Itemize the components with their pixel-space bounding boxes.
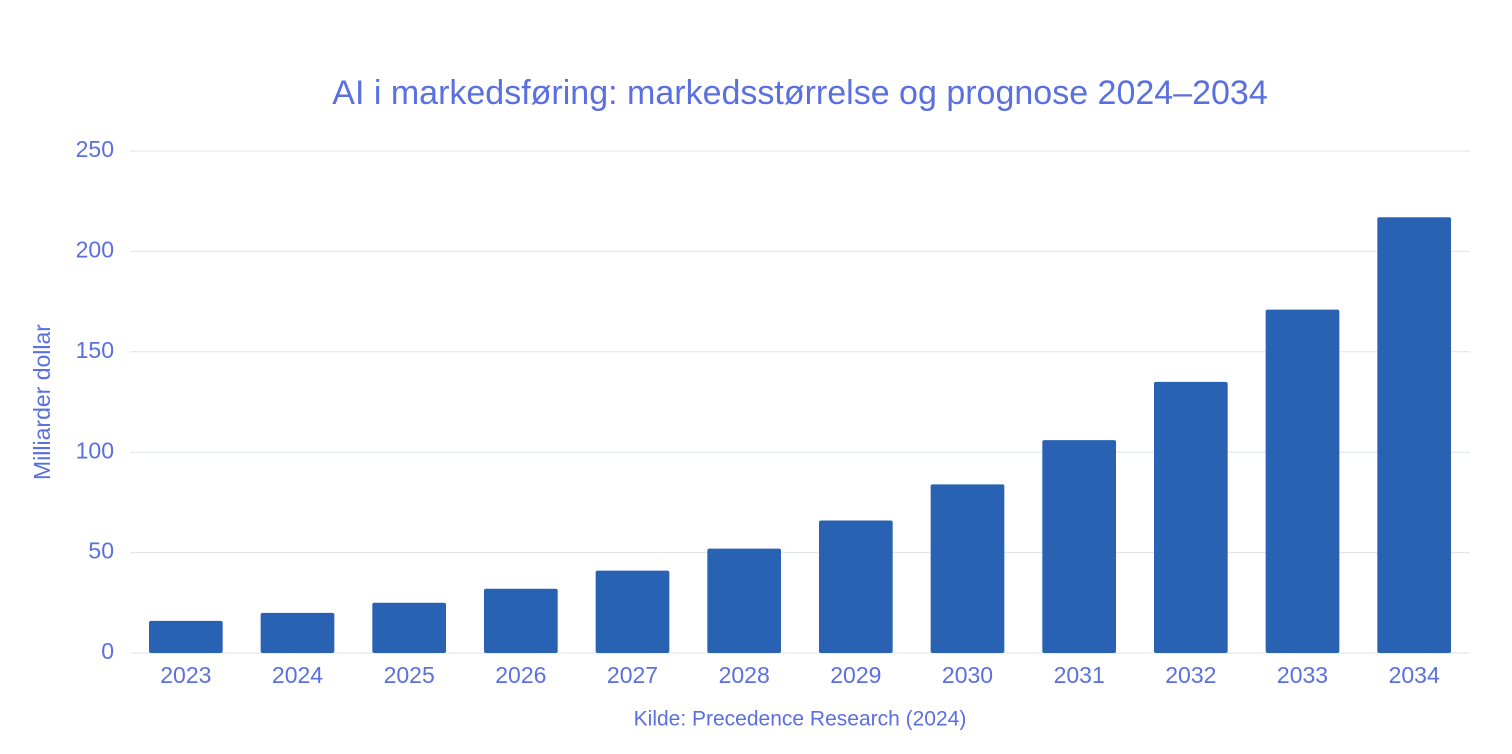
bar bbox=[260, 612, 335, 653]
y-tick-label: 150 bbox=[76, 337, 114, 363]
source: Kilde: Precedence Research (2024) bbox=[634, 708, 967, 731]
bar bbox=[818, 520, 893, 653]
y-tick-label: 250 bbox=[76, 136, 114, 162]
x-tick-label: 2024 bbox=[272, 662, 323, 688]
bar bbox=[148, 620, 223, 653]
x-tick-label: 2030 bbox=[942, 662, 993, 688]
bar bbox=[1377, 217, 1452, 653]
bar bbox=[707, 548, 782, 653]
x-tick-label: 2023 bbox=[160, 662, 211, 688]
bar bbox=[595, 570, 670, 653]
bar bbox=[483, 588, 558, 653]
y-tick-label: 100 bbox=[76, 437, 114, 463]
y-tick-label: 50 bbox=[88, 538, 114, 564]
x-tick-label: 2034 bbox=[1389, 662, 1440, 688]
x-tick-label: 2027 bbox=[607, 662, 658, 688]
x-tick-label: 2029 bbox=[830, 662, 881, 688]
bar bbox=[372, 602, 447, 653]
bar bbox=[1153, 381, 1228, 653]
x-tick-label: 2032 bbox=[1165, 662, 1216, 688]
x-tick-label: 2031 bbox=[1054, 662, 1105, 688]
x-tick-label: 2026 bbox=[495, 662, 546, 688]
chart-title: AI i markedsføring: markedsstørrelse og … bbox=[332, 74, 1267, 112]
y-tick-label: 0 bbox=[101, 638, 114, 664]
x-tick-label: 2025 bbox=[384, 662, 435, 688]
x-tick-label: 2033 bbox=[1277, 662, 1328, 688]
bar bbox=[1265, 309, 1340, 653]
bar bbox=[930, 484, 1005, 653]
y-axis-label: Milliarder dollar bbox=[29, 324, 55, 480]
x-tick-label: 2028 bbox=[719, 662, 770, 688]
bar bbox=[1042, 440, 1117, 653]
y-tick-label: 200 bbox=[76, 236, 114, 262]
